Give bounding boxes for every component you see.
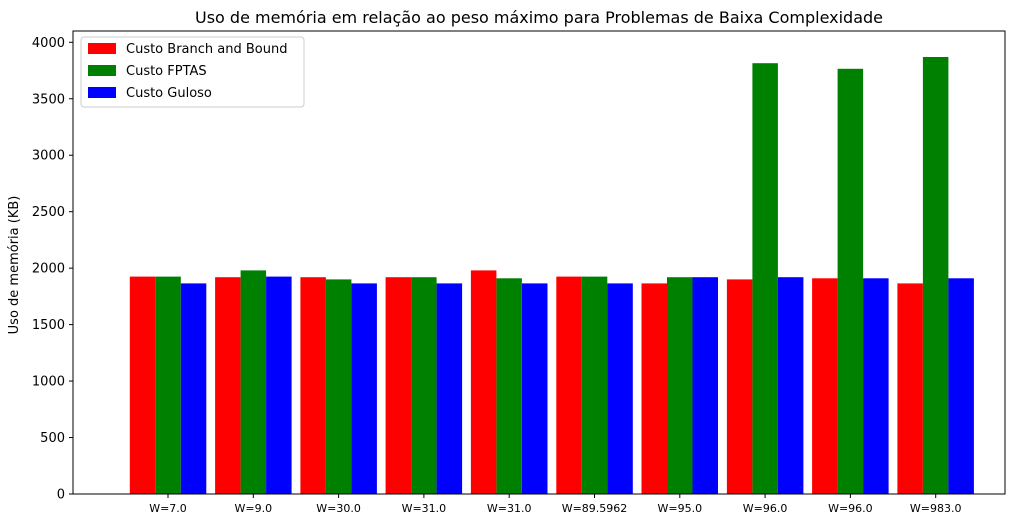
x-tick-label: W=9.0 — [235, 502, 273, 515]
legend-box — [80, 36, 305, 108]
legend-label: Custo FPTAS — [126, 64, 207, 79]
chart-title: Uso de memória em relação ao peso máximo… — [195, 8, 883, 27]
bars-group — [129, 57, 974, 495]
legend-swatch — [88, 43, 116, 54]
bar-1-5 — [470, 270, 497, 494]
bar-1-2 — [215, 277, 241, 494]
bar-1-10 — [897, 283, 923, 494]
plot-frame — [72, 30, 1006, 495]
y-tick-label: 0 — [57, 488, 65, 503]
x-tick-label: W=31.0 — [487, 502, 532, 515]
bar-3-1 — [180, 283, 207, 494]
bar-3-3 — [351, 283, 377, 494]
y-tick-label: 1000 — [32, 375, 65, 390]
bar-2-7 — [667, 277, 693, 494]
legend-label: Custo Guloso — [126, 86, 212, 101]
bar-3-10 — [948, 278, 974, 494]
y-tick-label: 500 — [40, 431, 65, 446]
bar-3-4 — [436, 283, 463, 494]
bar-2-4 — [411, 277, 437, 494]
bar-2-1 — [155, 276, 181, 494]
x-tick-label: W=7.0 — [149, 502, 187, 515]
x-tick-label: W=96.0 — [828, 502, 873, 515]
bar-1-9 — [812, 278, 838, 494]
bar-2-2 — [240, 270, 267, 494]
bar-2-3 — [325, 279, 352, 494]
bar-3-5 — [522, 283, 548, 494]
bar-1-4 — [385, 277, 412, 494]
bar-3-2 — [266, 276, 292, 494]
legend-label: Custo Branch and Bound — [126, 42, 287, 57]
bar-1-7 — [641, 283, 667, 494]
bar-2-6 — [581, 276, 608, 494]
legend: Custo Branch and Bound Custo FPTAS Custo G… — [80, 36, 305, 108]
y-tick-label: 4000 — [32, 36, 65, 51]
x-tick-label: W=30.0 — [316, 502, 361, 515]
bar-1-1 — [129, 276, 156, 494]
bar-2-9 — [837, 68, 864, 495]
y-tick-label: 1500 — [32, 318, 65, 333]
bar-3-9 — [863, 278, 889, 494]
bar-2-5 — [496, 278, 522, 494]
y-axis-label: Uso de memória (KB) — [7, 196, 22, 335]
x-tick-label: W=95.0 — [658, 502, 703, 515]
legend-swatch — [88, 65, 116, 76]
bar-3-6 — [607, 283, 633, 494]
legend-swatch — [88, 87, 116, 98]
bar-3-7 — [692, 277, 718, 494]
bar-1-6 — [556, 276, 582, 494]
bar-2-8 — [752, 63, 778, 494]
y-ticks: 0 500 1000 1500 2000 2500 3000 3500 4000 — [32, 36, 73, 503]
x-tick-label: W=96.0 — [743, 502, 788, 515]
bar-3-8 — [777, 277, 804, 494]
y-tick-label: 3500 — [32, 92, 65, 107]
x-ticks: W=7.0 W=9.0 W=30.0 W=31.0 W=31.0 W=89.5962 W=9… — [149, 494, 961, 515]
bar-1-3 — [300, 277, 326, 494]
x-tick-label: W=89.5962 — [562, 502, 628, 515]
y-tick-label: 3000 — [32, 149, 65, 164]
x-tick-label: W=983.0 — [910, 502, 962, 515]
y-tick-label: 2000 — [32, 262, 65, 277]
x-tick-label: W=31.0 — [402, 502, 447, 515]
bar-2-10 — [922, 57, 949, 494]
y-tick-label: 2500 — [32, 205, 65, 220]
bar-1-8 — [726, 279, 753, 494]
